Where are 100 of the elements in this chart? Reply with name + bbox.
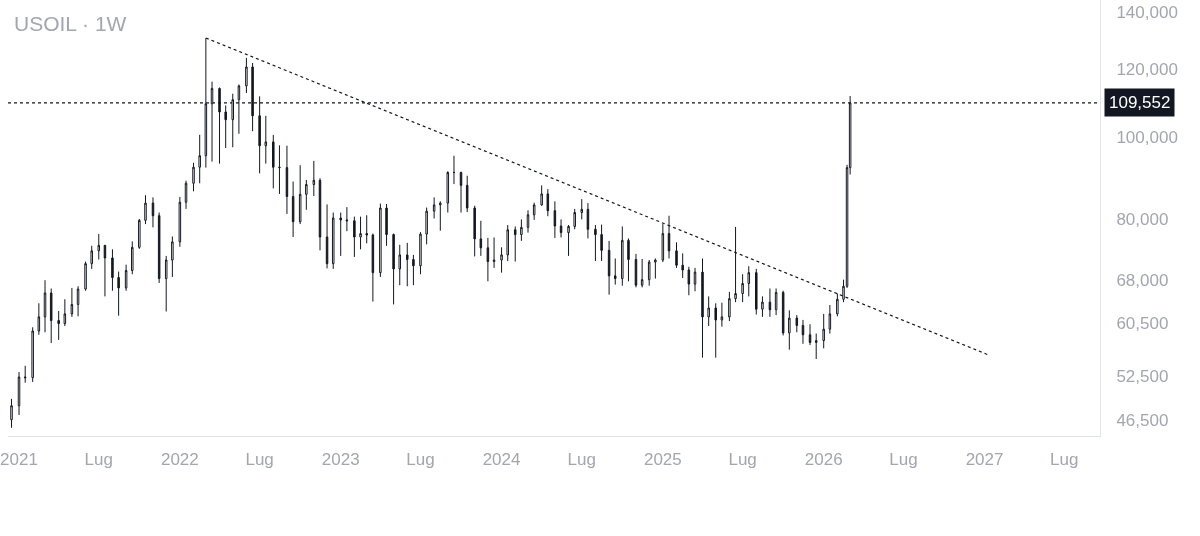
candlestick <box>675 241 678 269</box>
candlestick <box>103 244 107 297</box>
candlestick <box>57 310 60 341</box>
x-tick-label: 2021 <box>0 450 38 470</box>
candlestick <box>513 225 517 263</box>
candlestick <box>272 134 275 189</box>
candlestick <box>768 287 772 318</box>
candlestick <box>365 214 368 244</box>
candlestick <box>164 255 168 313</box>
candlestick <box>559 218 563 238</box>
candlestick <box>345 206 349 232</box>
candlestick <box>425 207 428 245</box>
candlestick <box>836 293 839 317</box>
candlestick <box>594 224 597 262</box>
candlestick <box>157 212 161 284</box>
candlestick <box>734 226 737 303</box>
candlestick <box>298 164 302 225</box>
candlestick <box>661 223 665 263</box>
candlestick <box>492 236 496 269</box>
candlestick <box>728 291 731 322</box>
candlestick <box>506 224 509 262</box>
y-tick-label: 68,000 <box>1116 270 1169 290</box>
candlestick <box>500 246 503 274</box>
candlestick <box>144 194 147 225</box>
candlestick <box>278 144 281 195</box>
ref-line-label: 109,552 <box>1109 93 1171 112</box>
candlestick <box>325 203 329 269</box>
candlestick <box>693 267 697 292</box>
y-tick-label: 120,000 <box>1116 60 1178 80</box>
candlestick <box>567 224 570 257</box>
x-tick-label: Lug <box>245 450 274 470</box>
candlestick <box>747 265 751 297</box>
candlestick <box>465 175 469 213</box>
candlestick <box>814 333 818 360</box>
candlestick <box>526 209 530 234</box>
candlestick <box>97 233 101 260</box>
candlestick <box>755 268 758 315</box>
candlestick <box>439 200 442 232</box>
candlestick <box>23 365 27 384</box>
candlestick <box>63 298 67 327</box>
candlestick <box>479 220 483 257</box>
candlestick <box>406 242 409 287</box>
candlestick <box>192 162 195 192</box>
candlestick <box>432 196 436 219</box>
candlestick <box>398 244 402 286</box>
candlestick <box>520 218 523 242</box>
candlestick <box>264 115 268 165</box>
y-tick-label: 80,000 <box>1116 210 1169 230</box>
x-tick-label: Lug <box>567 450 596 470</box>
candlestick <box>795 314 799 333</box>
candlestick <box>353 216 356 258</box>
candlestick <box>331 212 335 270</box>
candlestick <box>634 253 638 288</box>
candlestick <box>573 208 576 230</box>
candlestick <box>808 323 812 346</box>
candlestick <box>741 273 744 303</box>
candlestick <box>291 181 295 238</box>
candlestick <box>586 202 590 239</box>
candlestick <box>76 285 80 317</box>
candlestick <box>305 179 308 211</box>
x-tick-label: 2024 <box>482 450 521 470</box>
candlestick <box>178 196 182 248</box>
candlestick <box>10 398 13 429</box>
candlestick <box>720 302 724 328</box>
candlestick <box>385 203 388 247</box>
candlestick <box>446 170 450 214</box>
candlestick <box>49 287 53 344</box>
candlestick <box>17 371 21 416</box>
y-tick-label: 140,000 <box>1116 2 1178 22</box>
candlestick <box>379 203 382 278</box>
candlestick <box>84 261 87 292</box>
candlestick <box>546 188 550 217</box>
candlestick <box>667 215 671 259</box>
candlestick <box>781 290 785 336</box>
candlestick <box>459 171 463 214</box>
candlestick <box>339 212 342 257</box>
candlestick <box>151 196 155 228</box>
candlestick <box>359 216 362 250</box>
candlestick <box>43 279 47 333</box>
candlestick <box>774 287 778 316</box>
candlestick <box>245 57 248 94</box>
candlestick <box>647 259 651 287</box>
candlestick <box>532 202 536 221</box>
candlestick <box>37 302 41 336</box>
candlestick <box>822 313 825 349</box>
candlestick <box>707 295 710 327</box>
candlestick <box>131 240 134 275</box>
candlestick <box>627 237 630 282</box>
candlestick <box>714 302 717 359</box>
candlestick <box>681 252 684 279</box>
candlestick <box>701 257 704 359</box>
x-tick-label: 2022 <box>160 450 199 470</box>
x-tick-label: Lug <box>406 450 435 470</box>
candlestick <box>218 86 221 165</box>
candlestick <box>580 198 584 220</box>
x-tick-label: Lug <box>728 450 757 470</box>
candlestick <box>553 200 557 239</box>
candlestick <box>486 237 490 282</box>
candlestick <box>124 264 128 292</box>
candlestick <box>31 326 34 383</box>
